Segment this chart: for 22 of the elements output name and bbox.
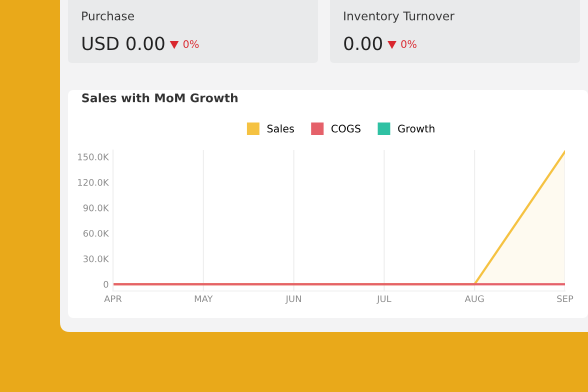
text: Purchase [82,11,134,20]
x-tick-label: AUG [464,295,484,302]
x-tick-label: SEP [557,295,574,302]
x-tick-label: APR [104,295,122,302]
y-tick-label: 120.0K [78,179,110,186]
y-tick-label: 0 [104,280,108,288]
x-tick-label: JUN [285,295,301,304]
y-tick-label: 150.0K [78,154,110,160]
text: 0% [183,40,199,48]
text: 0% [401,40,416,48]
text: Inventory Turnover [344,12,455,23]
chart-title: Sales with MoM Growth [82,93,238,102]
text: USD 0.00 [82,36,164,50]
y-tick-label: 90.0K [83,204,110,212]
text: 0.00 [344,36,382,50]
legend-label: Growth [398,124,434,133]
y-tick-label: 60.0K [83,230,110,237]
x-tick-label: JUL [376,295,392,304]
legend-label: COGS [332,124,360,133]
x-tick-label: MAY [194,295,213,302]
y-tick-label: 30.0K [84,255,110,262]
legend-label: Sales [267,124,294,133]
